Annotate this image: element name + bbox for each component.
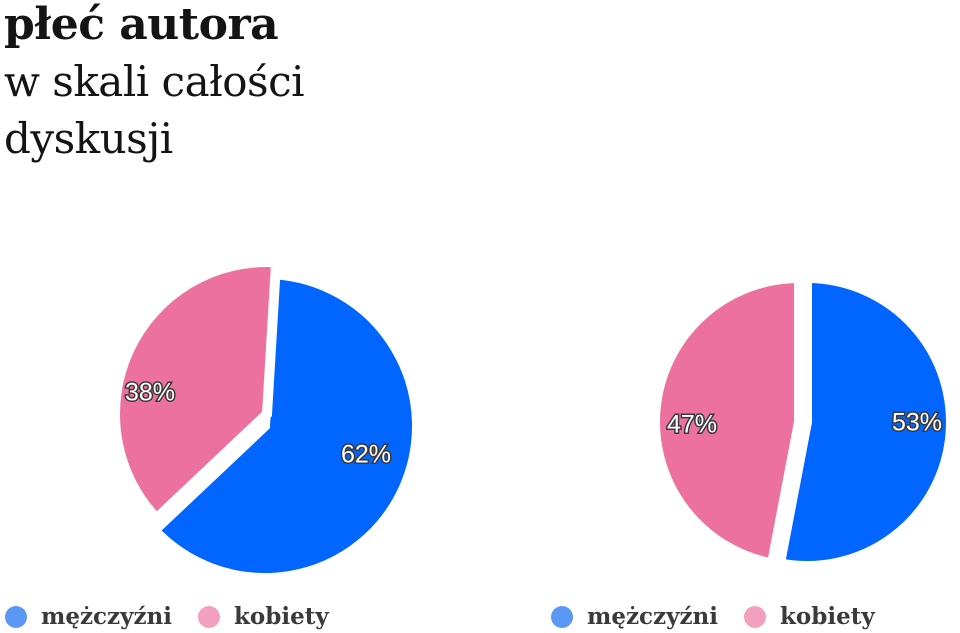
data-label-women: 47%: [667, 411, 717, 439]
pie-slice-women: [110, 257, 282, 526]
legend-swatch-women: [197, 605, 220, 628]
pie-slice-men: [147, 268, 422, 583]
legend-swatch-men: [5, 605, 27, 628]
legend-right: mężczyźni kobiety: [551, 603, 901, 630]
legend-label-men: mężczyźni: [587, 603, 718, 630]
title-line-3: dyskusji: [4, 114, 173, 163]
legend-label-men: mężczyźni: [41, 603, 172, 630]
pie-slice-women: [650, 272, 804, 570]
data-label-men: 53%: [892, 409, 942, 437]
chart-title: płeć autora w skali całości dyskusji: [4, 0, 305, 167]
pie-slice-men: [774, 272, 956, 571]
title-line-2: w skali całości: [4, 57, 305, 106]
legend-left: mężczyźni kobiety: [5, 603, 355, 630]
legend-swatch-women: [743, 605, 766, 628]
legend-label-women: kobiety: [233, 603, 329, 630]
data-label-men: 62%: [341, 441, 391, 469]
data-label-women: 38%: [125, 379, 175, 407]
legend-label-women: kobiety: [779, 603, 875, 630]
title-line-1: płeć autora: [4, 0, 279, 50]
legend-swatch-men: [551, 605, 573, 628]
